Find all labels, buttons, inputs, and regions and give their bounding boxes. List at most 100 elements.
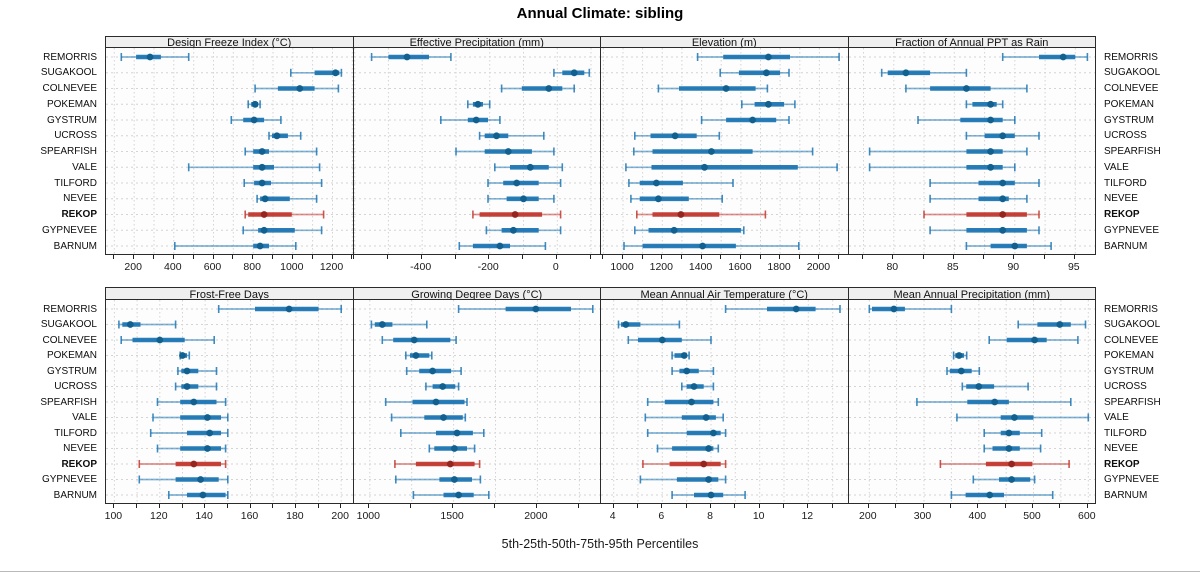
axis-tick <box>494 504 495 508</box>
axis-tick-label: 1000 <box>610 261 634 273</box>
axis-tick <box>758 504 760 508</box>
axis-tick <box>291 255 293 259</box>
station-label-rekop: REKOP <box>1104 458 1140 470</box>
axis-tick <box>949 504 951 508</box>
panel-plot-design-freeze-index <box>105 47 354 255</box>
axis-tick <box>710 504 711 508</box>
axis-tick-label: 180 <box>286 510 304 522</box>
axis-tick-label: 1800 <box>767 261 791 273</box>
percentile-bar-remorris <box>370 53 452 61</box>
station-label-vale: VALE <box>72 412 97 423</box>
percentile-bar-colnevee <box>987 336 1079 344</box>
percentile-bar-vale <box>955 413 1089 422</box>
axis-tick <box>1032 504 1033 508</box>
chart-title: Annual Climate: sibling <box>516 5 684 22</box>
axis-tick <box>454 255 456 259</box>
percentile-bar-nevee <box>656 444 720 453</box>
axis-tick <box>983 255 985 259</box>
axis-tick <box>181 504 183 508</box>
x-axis-growing-degree-days: 1000 1500 2000 <box>353 504 602 524</box>
axis-tick <box>680 255 682 259</box>
axis-tick-label: 8 <box>707 510 713 522</box>
axis-tick <box>294 504 296 508</box>
percentile-chart <box>601 300 848 503</box>
percentile-bar-vale <box>644 413 724 422</box>
axis-tick <box>1043 255 1045 259</box>
station-label-rekop: REKOP <box>61 458 97 470</box>
axis-tick <box>136 504 138 508</box>
percentile-bar-gystrum <box>405 367 462 375</box>
axis-tick-label: 400 <box>164 261 182 273</box>
percentile-bar-gystrum <box>439 116 501 124</box>
axis-tick-label: 1200 <box>649 261 673 273</box>
percentile-bar-nevee <box>428 444 475 453</box>
axis-tick <box>622 255 623 259</box>
percentile-bar-nevee <box>982 444 1041 453</box>
percentile-bar-gystrum <box>945 367 980 375</box>
percentile-bar-pokeman <box>952 351 967 360</box>
axis-tick-label: 2000 <box>806 261 831 273</box>
axis-tick-label: -200 <box>477 261 499 273</box>
percentile-bar-barnum <box>950 491 1053 499</box>
percentile-bar-gystrum <box>700 116 790 124</box>
percentile-bar-barnum <box>167 491 229 499</box>
percentile-bar-spearfish <box>632 147 814 156</box>
percentile-bar-tilford <box>646 429 727 437</box>
axis-tick <box>577 504 579 508</box>
percentile-chart <box>848 48 1096 254</box>
panel-plot-elevation <box>600 47 849 255</box>
station-label-remorris: REMORRIS <box>1104 51 1158 63</box>
percentile-bar-remorris <box>724 305 841 313</box>
axis-tick-label: 90 <box>1007 261 1020 273</box>
station-label-spearfish: SPEARFISH <box>1104 146 1161 157</box>
percentile-bar-sugakool <box>1016 320 1086 329</box>
panel-plot-growing-degree-days <box>352 299 601 504</box>
percentile-bar-barnum <box>458 242 546 250</box>
percentile-bar-gypnevee <box>639 475 727 484</box>
percentile-bar-ucross <box>478 131 545 140</box>
axis-tick <box>807 504 809 508</box>
panel-plot-fraction-ppt-rain <box>847 47 1096 255</box>
station-label-gystrum: GYSTRUM <box>47 114 97 126</box>
station-label-gypnevee: GYPNEVEE <box>1104 224 1160 236</box>
station-label-remorris: REMORRIS <box>43 303 97 315</box>
panel-strip-label: Frost-Free Days <box>189 289 269 300</box>
percentile-bar-rekop <box>138 460 227 468</box>
axis-tick-label: 300 <box>913 510 932 522</box>
axis-tick <box>158 504 160 508</box>
axis-tick-label: 160 <box>240 510 259 522</box>
axis-tick <box>952 255 954 259</box>
percentile-bar-gystrum <box>671 367 715 375</box>
percentile-bar-pokeman <box>965 100 1003 109</box>
x-axis-elevation: 1000 1200 1400 1600 1800 2000 <box>600 255 849 275</box>
axis-tick <box>153 255 154 259</box>
station-label-remorris: REMORRIS <box>1104 303 1158 315</box>
axis-tick-label: 400 <box>968 510 987 522</box>
percentile-bar-colnevee <box>904 84 1028 93</box>
percentile-bar-nevee <box>630 194 723 203</box>
axis-tick <box>602 255 604 259</box>
station-label-sugakool: SUGAKOOL <box>1104 319 1161 330</box>
percentile-bar-gypnevee <box>138 475 229 484</box>
percentile-bar-rekop <box>922 210 1040 219</box>
percentile-chart <box>106 48 353 254</box>
percentile-bar-remorris <box>457 305 594 313</box>
axis-tick-label: 1600 <box>728 261 752 273</box>
station-label-vale: VALE <box>72 161 97 173</box>
axis-tick-label: -400 <box>410 261 432 273</box>
axis-tick <box>252 255 254 259</box>
axis-tick-label: 1000 <box>356 510 380 522</box>
axis-tick <box>685 504 687 508</box>
axis-tick <box>661 504 663 508</box>
station-label-spearfish: SPEARFISH <box>40 396 97 408</box>
panel-strip-label: Mean Annual Air Temperature (°C) <box>640 289 808 300</box>
axis-tick <box>113 504 115 508</box>
axis-caption: 5th-25th-50th-75th-95th Percentiles <box>501 537 699 551</box>
percentile-bar-gypnevee <box>633 226 745 235</box>
station-label-gystrum: GYSTRUM <box>1104 114 1154 126</box>
axis-tick <box>779 255 781 259</box>
x-axis-frost-free-days: 100 120 140 160 180 200 <box>105 504 354 524</box>
x-axis-design-freeze-index: 200 400 600 800 1000 1200 <box>105 255 354 275</box>
station-label-nevee: NEVEE <box>1104 443 1138 454</box>
